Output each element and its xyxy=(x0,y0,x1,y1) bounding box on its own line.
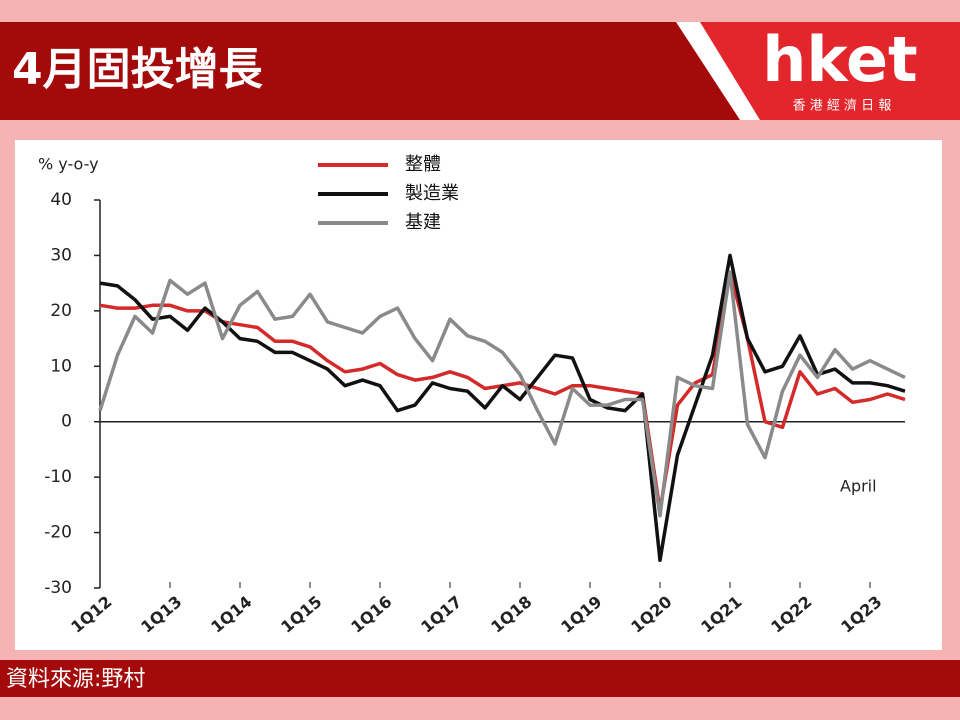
y-tick-label: 0 xyxy=(61,412,72,432)
plot-background xyxy=(15,140,942,650)
y-axis-label: % y-o-y xyxy=(38,155,99,174)
source: 資料來源:野村 xyxy=(6,667,145,692)
footer-bar xyxy=(0,660,960,697)
y-tick-label: 30 xyxy=(50,245,72,265)
legend-label: 製造業 xyxy=(405,183,459,204)
logo-subtitle: 香 港 經 濟 日 報 xyxy=(793,98,892,114)
legend-label: 基建 xyxy=(405,212,441,233)
series-line xyxy=(98,270,906,518)
series-line xyxy=(99,253,906,563)
logo-bg xyxy=(700,22,960,120)
y-tick-label: -30 xyxy=(44,578,72,598)
legend-label: 整體 xyxy=(405,154,441,175)
y-tick-label: 20 xyxy=(50,301,72,321)
y-tick-label: -10 xyxy=(44,467,72,487)
y-tick-label: 40 xyxy=(50,190,72,210)
logo: hket xyxy=(762,23,917,96)
y-tick-label: -20 xyxy=(44,523,72,543)
title: 4月固投增長 xyxy=(12,44,264,95)
annotation: April xyxy=(840,477,877,496)
y-tick-label: 10 xyxy=(50,356,72,376)
